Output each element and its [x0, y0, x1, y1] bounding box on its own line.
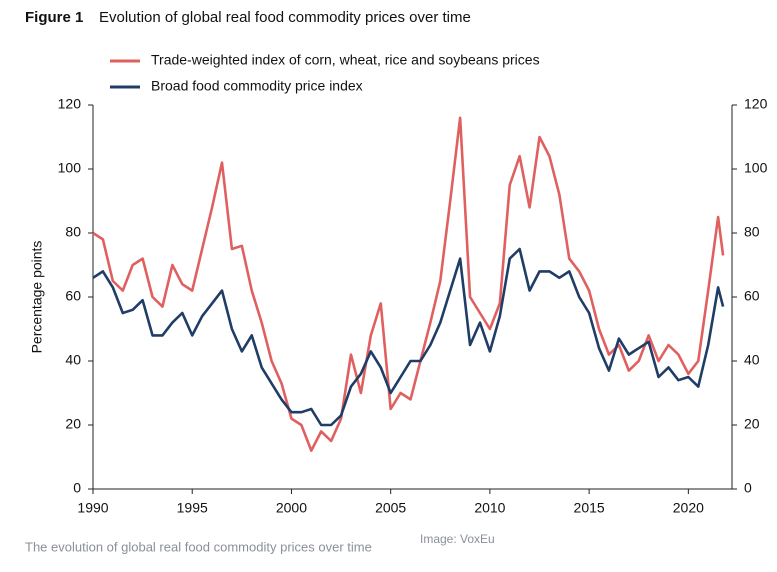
series-line — [92, 116, 725, 452]
series-line — [92, 247, 725, 427]
y-axis-label: Percentage points — [29, 241, 45, 354]
x-tick-label: 2010 — [474, 500, 505, 516]
x-tick-label: 2015 — [574, 500, 605, 516]
y2-tick-label: 80 — [744, 224, 760, 240]
y-tick-label: 40 — [65, 352, 81, 368]
legend-label: Broad food commodity price index — [151, 78, 363, 94]
y-tick-label: 120 — [58, 96, 82, 112]
x-tick-label: 1995 — [177, 500, 208, 516]
x-tick-label: 2000 — [276, 500, 307, 516]
chart-title: Evolution of global real food commodity … — [99, 9, 471, 26]
credit: Image: VoxEu — [420, 532, 495, 546]
figure-label: Figure 1 — [25, 9, 83, 26]
y2-tick-label: 0 — [744, 480, 752, 496]
y-tick-label: 100 — [58, 160, 82, 176]
y-tick-label: 0 — [73, 480, 81, 496]
y2-tick-label: 40 — [744, 352, 760, 368]
caption: The evolution of global real food commod… — [25, 539, 372, 554]
x-tick-label: 1990 — [77, 500, 108, 516]
y-tick-label: 20 — [65, 416, 81, 432]
x-tick-label: 2005 — [375, 500, 406, 516]
y2-tick-label: 20 — [744, 416, 760, 432]
legend-label: Trade-weighted index of corn, wheat, ric… — [151, 52, 540, 68]
x-tick-label: 2020 — [673, 500, 704, 516]
y-tick-label: 80 — [65, 224, 81, 240]
y-tick-label: 60 — [65, 288, 81, 304]
y2-tick-label: 120 — [744, 96, 768, 112]
y2-tick-label: 100 — [744, 160, 768, 176]
y2-tick-label: 60 — [744, 288, 760, 304]
